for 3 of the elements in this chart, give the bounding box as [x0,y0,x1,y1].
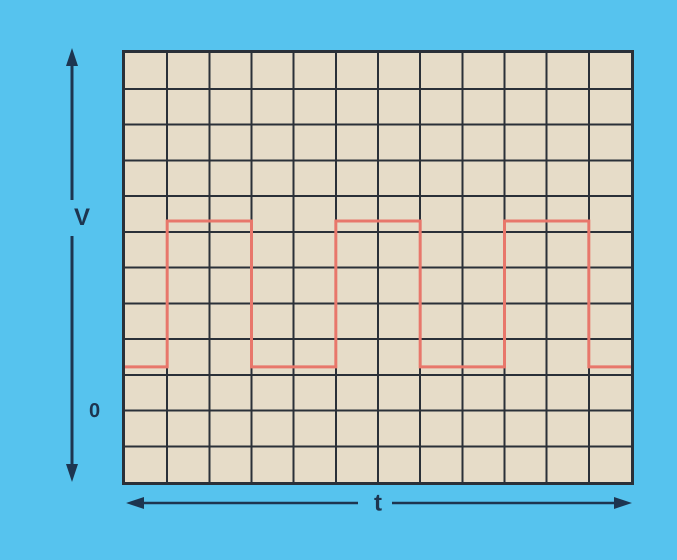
x-axis-title: t [374,490,382,517]
text: 0 [89,400,100,422]
y-axis-title: V [74,204,90,231]
